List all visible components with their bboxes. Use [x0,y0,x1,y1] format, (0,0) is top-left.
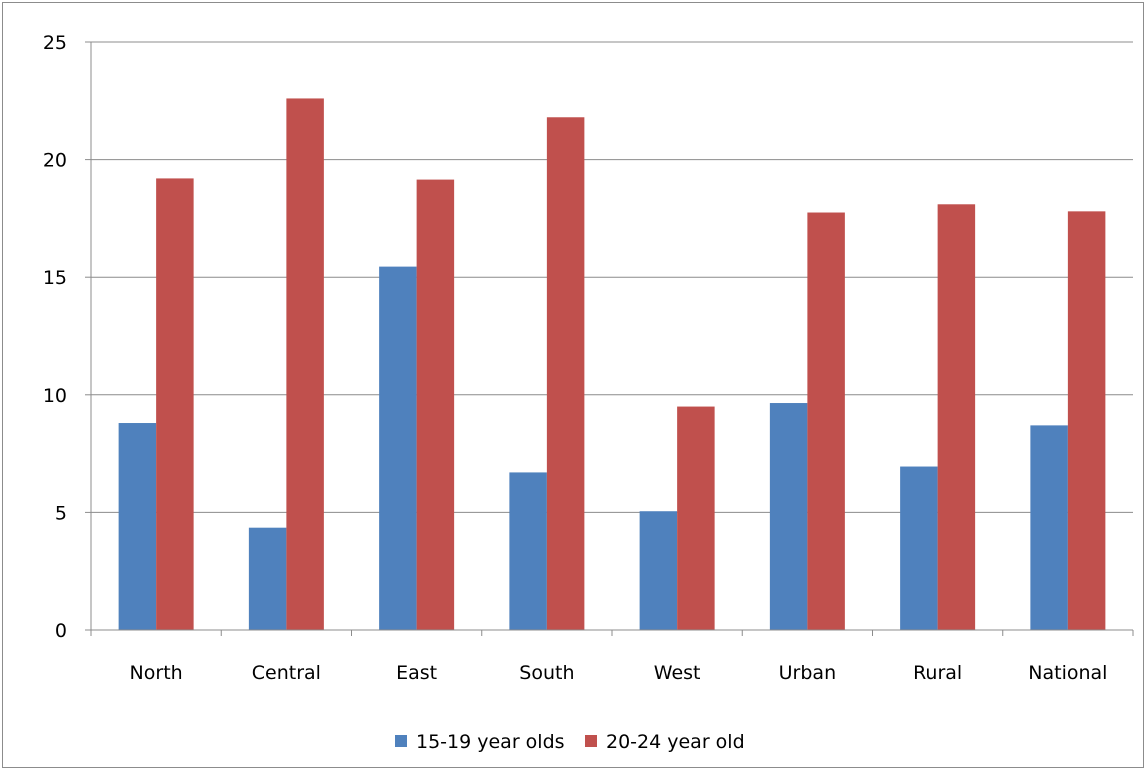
legend-label-2: 20-24 year old [606,731,745,753]
bar-2-urban [807,212,845,630]
x-tick-label: Urban [779,662,836,684]
bar-2-national [1067,211,1106,630]
bar-2-rural [937,204,976,630]
y-axis-ticks: 0 5 10 15 20 25 [43,32,91,642]
x-axis-ticks: North Central East South West Urban Rural Natio… [90,630,1134,684]
bar-1-south [509,472,547,630]
legend-swatch-1 [395,735,407,747]
gridlines [91,41,1133,513]
y-tick-label: 25 [43,32,67,54]
y-tick-label: 5 [55,502,67,524]
legend-label-1: 15-19 year olds [416,731,565,753]
bar-2-north [156,178,194,630]
y-tick-label: 20 [43,150,67,172]
bar-1-west [639,511,678,630]
x-tick-label: South [519,662,574,684]
axes [90,42,1133,631]
y-tick-label: 0 [55,620,67,642]
x-tick-label: Central [252,662,321,684]
bar-2-west [677,406,715,630]
bars [118,98,1106,631]
bar-2-central [286,98,324,630]
y-tick-label: 15 [43,267,67,289]
bar-1-central [248,527,287,630]
x-tick-label: East [396,662,437,684]
x-tick-label: West [654,662,701,684]
x-tick-label: North [130,662,183,684]
bar-1-national [1030,425,1068,630]
bar-2-south [546,117,585,631]
bar-1-east [379,266,417,630]
legend-swatch-2 [585,735,597,747]
bar-1-rural [900,466,938,630]
legend: 15-19 year olds 20-24 year old [395,731,745,753]
x-tick-label: Rural [913,662,962,684]
bar-1-urban [769,403,808,630]
x-tick-label: National [1028,662,1107,684]
bar-1-north [118,423,157,630]
y-tick-label: 10 [43,385,67,407]
bar-2-east [416,179,455,631]
